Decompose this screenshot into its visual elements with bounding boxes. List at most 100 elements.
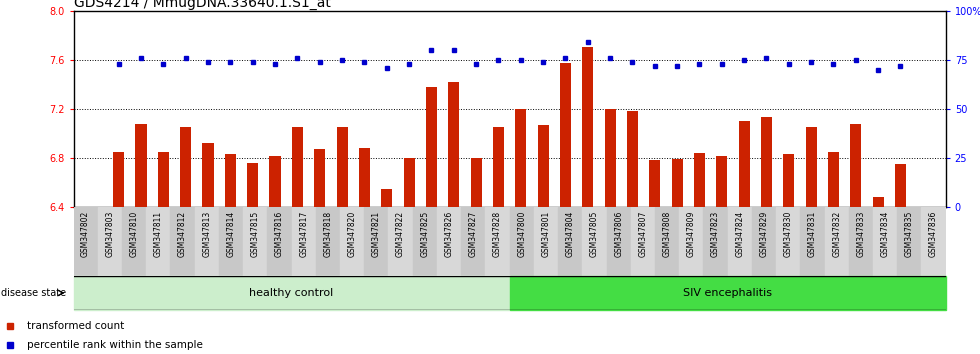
- Text: GSM347822: GSM347822: [396, 211, 405, 257]
- Bar: [806, 127, 816, 207]
- Text: GSM347832: GSM347832: [832, 211, 841, 257]
- Bar: [158, 152, 169, 207]
- Text: GSM347821: GSM347821: [371, 211, 381, 257]
- Text: GSM347801: GSM347801: [541, 211, 551, 257]
- Text: GSM347833: GSM347833: [857, 211, 865, 257]
- Text: GSM347814: GSM347814: [226, 211, 235, 257]
- Text: GSM347812: GSM347812: [178, 211, 187, 257]
- Bar: [537, 125, 549, 207]
- Bar: [224, 154, 236, 207]
- Text: GSM347803: GSM347803: [105, 211, 115, 257]
- Text: GSM347810: GSM347810: [129, 211, 138, 257]
- Bar: [558, 207, 582, 276]
- Text: SIV encephalitis: SIV encephalitis: [683, 288, 772, 298]
- Bar: [760, 118, 772, 207]
- Bar: [649, 160, 661, 207]
- Bar: [895, 164, 906, 207]
- Bar: [243, 207, 268, 276]
- Text: transformed count: transformed count: [27, 321, 124, 331]
- Text: GSM347836: GSM347836: [929, 211, 938, 257]
- Bar: [582, 47, 593, 207]
- Text: GSM347811: GSM347811: [154, 211, 163, 257]
- Bar: [851, 124, 861, 207]
- Bar: [413, 207, 437, 276]
- Bar: [359, 148, 370, 207]
- Text: GSM347804: GSM347804: [565, 211, 574, 257]
- Bar: [437, 207, 462, 276]
- Bar: [292, 127, 303, 207]
- Bar: [493, 127, 504, 207]
- Bar: [135, 124, 147, 207]
- Bar: [485, 207, 510, 276]
- Text: GSM347802: GSM347802: [81, 211, 90, 257]
- Text: GSM347826: GSM347826: [445, 211, 454, 257]
- Bar: [727, 207, 752, 276]
- Bar: [292, 207, 316, 276]
- Bar: [582, 207, 607, 276]
- Bar: [113, 152, 124, 207]
- Bar: [426, 87, 437, 207]
- Bar: [873, 207, 898, 276]
- Bar: [404, 158, 415, 207]
- Bar: [195, 207, 219, 276]
- Bar: [534, 207, 558, 276]
- Bar: [448, 82, 460, 207]
- Text: GSM347820: GSM347820: [348, 211, 357, 257]
- Bar: [510, 276, 946, 310]
- Text: GSM347823: GSM347823: [711, 211, 720, 257]
- Text: GSM347809: GSM347809: [687, 211, 696, 257]
- Text: GSM347808: GSM347808: [662, 211, 671, 257]
- Bar: [828, 152, 839, 207]
- Text: GSM347815: GSM347815: [251, 211, 260, 257]
- Bar: [560, 63, 571, 207]
- Bar: [627, 111, 638, 207]
- Text: disease state: disease state: [1, 288, 67, 298]
- Bar: [316, 207, 340, 276]
- Bar: [655, 207, 679, 276]
- Bar: [671, 159, 683, 207]
- Bar: [801, 207, 824, 276]
- Text: GSM347827: GSM347827: [468, 211, 478, 257]
- Text: GSM347805: GSM347805: [590, 211, 599, 257]
- Bar: [74, 276, 510, 310]
- Bar: [122, 207, 146, 276]
- Bar: [381, 189, 392, 207]
- Text: GSM347806: GSM347806: [614, 211, 623, 257]
- Bar: [515, 109, 526, 207]
- Text: GSM347818: GSM347818: [323, 211, 332, 257]
- Bar: [171, 207, 195, 276]
- Text: GSM347834: GSM347834: [881, 211, 890, 257]
- Bar: [898, 207, 921, 276]
- Bar: [824, 207, 849, 276]
- Text: GSM347828: GSM347828: [493, 211, 502, 257]
- Bar: [470, 158, 482, 207]
- Bar: [203, 143, 214, 207]
- Text: GSM347835: GSM347835: [905, 211, 914, 257]
- Bar: [315, 149, 325, 207]
- Text: GSM347800: GSM347800: [517, 211, 526, 257]
- Text: GSM347817: GSM347817: [299, 211, 308, 257]
- Bar: [605, 109, 615, 207]
- Bar: [849, 207, 873, 276]
- Bar: [365, 207, 388, 276]
- Bar: [74, 207, 98, 276]
- Bar: [462, 207, 485, 276]
- Text: GSM347807: GSM347807: [638, 211, 648, 257]
- Bar: [716, 155, 727, 207]
- Bar: [872, 197, 884, 207]
- Text: GSM347824: GSM347824: [735, 211, 744, 257]
- Text: GDS4214 / MmugDNA.33640.1.S1_at: GDS4214 / MmugDNA.33640.1.S1_at: [74, 0, 330, 10]
- Bar: [98, 207, 122, 276]
- Bar: [146, 207, 171, 276]
- Text: GSM347816: GSM347816: [275, 211, 284, 257]
- Bar: [921, 207, 946, 276]
- Bar: [219, 207, 243, 276]
- Bar: [268, 207, 292, 276]
- Bar: [694, 153, 705, 207]
- Bar: [631, 207, 655, 276]
- Bar: [704, 207, 727, 276]
- Bar: [607, 207, 631, 276]
- Text: GSM347830: GSM347830: [784, 211, 793, 257]
- Bar: [776, 207, 801, 276]
- Bar: [270, 155, 280, 207]
